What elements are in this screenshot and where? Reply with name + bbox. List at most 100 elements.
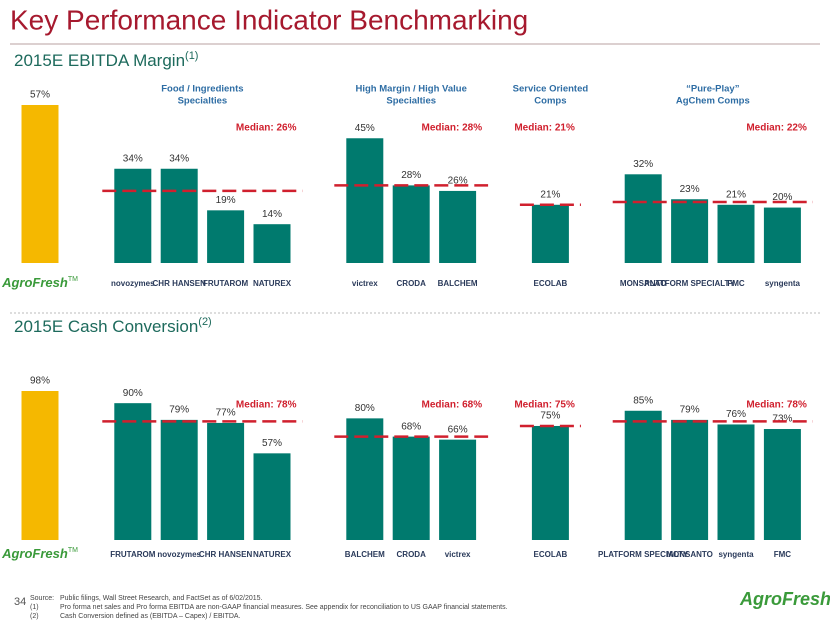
bar bbox=[624, 174, 662, 263]
company-name: BALCHEM bbox=[345, 550, 385, 559]
chart-title-note: (2) bbox=[198, 316, 211, 328]
company-logo: BALCHEM bbox=[345, 550, 385, 559]
company-logo: CHR HANSEN bbox=[153, 279, 207, 288]
value-label: 19% bbox=[216, 195, 236, 206]
company-logo: MONSANTO bbox=[666, 550, 713, 559]
median-label: Median: 21% bbox=[514, 123, 575, 134]
value-label: 77% bbox=[216, 408, 236, 419]
company-logo: CRODA bbox=[397, 550, 427, 559]
company-logo: victrex bbox=[445, 550, 471, 559]
company-logo: PLATFORM SPECIALTY bbox=[598, 550, 689, 559]
bar bbox=[671, 419, 709, 540]
bar bbox=[207, 210, 245, 263]
company-name: CRODA bbox=[397, 550, 427, 559]
company-name: victrex bbox=[352, 279, 378, 288]
company-logo: NATUREX bbox=[253, 550, 292, 559]
bar bbox=[439, 439, 477, 540]
company-name: FRUTAROM bbox=[203, 279, 249, 288]
bar bbox=[392, 436, 430, 540]
group-label: Comps bbox=[534, 96, 566, 107]
bar bbox=[531, 204, 569, 263]
bar bbox=[392, 185, 430, 263]
company-logo: FMC bbox=[727, 279, 745, 288]
company-name: NATUREX bbox=[253, 279, 292, 288]
value-label: 21% bbox=[726, 189, 746, 200]
bar bbox=[346, 418, 384, 540]
bar bbox=[253, 224, 291, 263]
company-name: FMC bbox=[727, 279, 745, 288]
bar bbox=[346, 138, 384, 263]
value-label: 66% bbox=[448, 424, 468, 435]
slide-title: Key Performance Indicator Benchmarking bbox=[10, 4, 528, 35]
company-name: AgroFresh bbox=[1, 546, 68, 561]
bar bbox=[531, 425, 569, 540]
company-name: AgroFresh bbox=[1, 275, 68, 290]
bar bbox=[717, 204, 755, 263]
bar bbox=[207, 422, 245, 540]
footnote-text: Public filings, Wall Street Research, an… bbox=[60, 595, 263, 602]
value-label: 76% bbox=[726, 409, 746, 420]
company-logo: FRUTAROM bbox=[110, 550, 156, 559]
group-label: Specialties bbox=[386, 96, 436, 107]
company-logo: CHR HANSEN bbox=[199, 550, 253, 559]
value-label: 98% bbox=[30, 376, 50, 387]
company-logo: MONSANTO bbox=[620, 279, 667, 288]
value-label: 21% bbox=[540, 189, 560, 200]
company-name: MONSANTO bbox=[620, 279, 667, 288]
value-label: 34% bbox=[169, 153, 189, 164]
bar bbox=[717, 424, 755, 540]
median-label: Median: 22% bbox=[746, 123, 807, 134]
chart-title-text: 2015E Cash Conversion bbox=[14, 317, 198, 336]
company-logo: CRODA bbox=[397, 279, 427, 288]
value-label: 26% bbox=[448, 176, 468, 187]
value-label: 23% bbox=[680, 184, 700, 195]
company-logo: FMC bbox=[774, 550, 792, 559]
group-label: High Margin / High Value bbox=[356, 84, 467, 95]
page-number: 34 bbox=[14, 596, 26, 608]
bar bbox=[763, 207, 801, 263]
footer-logo: AgroFreshTM bbox=[739, 587, 830, 608]
company-name: CRODA bbox=[397, 279, 427, 288]
median-label: Median: 68% bbox=[422, 400, 483, 411]
bar bbox=[763, 429, 801, 540]
company-logo: victrex bbox=[352, 279, 378, 288]
value-label: 73% bbox=[772, 414, 792, 425]
bar bbox=[114, 168, 152, 263]
median-label: Median: 75% bbox=[514, 400, 575, 411]
company-logo: novozymes bbox=[111, 279, 155, 288]
value-label: 45% bbox=[355, 123, 375, 134]
company-logo: BALCHEM bbox=[438, 279, 478, 288]
value-label: 85% bbox=[633, 395, 653, 406]
company-name: MONSANTO bbox=[666, 550, 713, 559]
bar bbox=[21, 105, 59, 263]
company-logo: novozymes bbox=[157, 550, 201, 559]
bar bbox=[671, 199, 709, 263]
chart-title: 2015E EBITDA Margin(1) bbox=[14, 50, 198, 71]
company-name: PLATFORM SPECIALTY bbox=[598, 550, 689, 559]
company-logo: AgroFreshTM bbox=[1, 275, 78, 290]
company-name: FRUTAROM bbox=[110, 550, 156, 559]
company-name: syngenta bbox=[765, 279, 801, 288]
logo-mark: TM bbox=[68, 547, 78, 554]
company-logo: ECOLAB bbox=[534, 550, 568, 559]
group-label: AgChem Comps bbox=[676, 96, 750, 107]
value-label: 32% bbox=[633, 159, 653, 170]
company-name: CHR HANSEN bbox=[153, 279, 207, 288]
value-label: 79% bbox=[169, 405, 189, 416]
bar bbox=[160, 419, 198, 540]
company-name: PLATFORM SPECIALTY bbox=[644, 279, 735, 288]
company-logo: PLATFORM SPECIALTY bbox=[644, 279, 735, 288]
bar bbox=[160, 168, 198, 263]
median-label: Median: 26% bbox=[236, 123, 297, 134]
median-label: Median: 78% bbox=[746, 400, 807, 411]
bar bbox=[114, 403, 152, 540]
footnote-text: Pro forma net sales and Pro forma EBITDA… bbox=[60, 604, 508, 611]
bar bbox=[624, 410, 662, 540]
chart-title: 2015E Cash Conversion(2) bbox=[14, 316, 212, 337]
company-name: syngenta bbox=[718, 550, 754, 559]
footnote-marker: (2) bbox=[30, 613, 39, 620]
group-label: Specialties bbox=[178, 96, 228, 107]
value-label: 90% bbox=[123, 388, 143, 399]
company-logo: AgroFreshTM bbox=[1, 546, 78, 561]
